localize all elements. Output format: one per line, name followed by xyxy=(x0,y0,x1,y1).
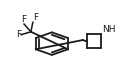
Text: F: F xyxy=(22,15,27,24)
Text: F: F xyxy=(16,30,21,39)
Text: NH: NH xyxy=(102,25,116,34)
Text: F: F xyxy=(33,13,38,22)
